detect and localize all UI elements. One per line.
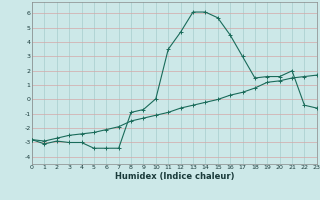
X-axis label: Humidex (Indice chaleur): Humidex (Indice chaleur) <box>115 172 234 181</box>
